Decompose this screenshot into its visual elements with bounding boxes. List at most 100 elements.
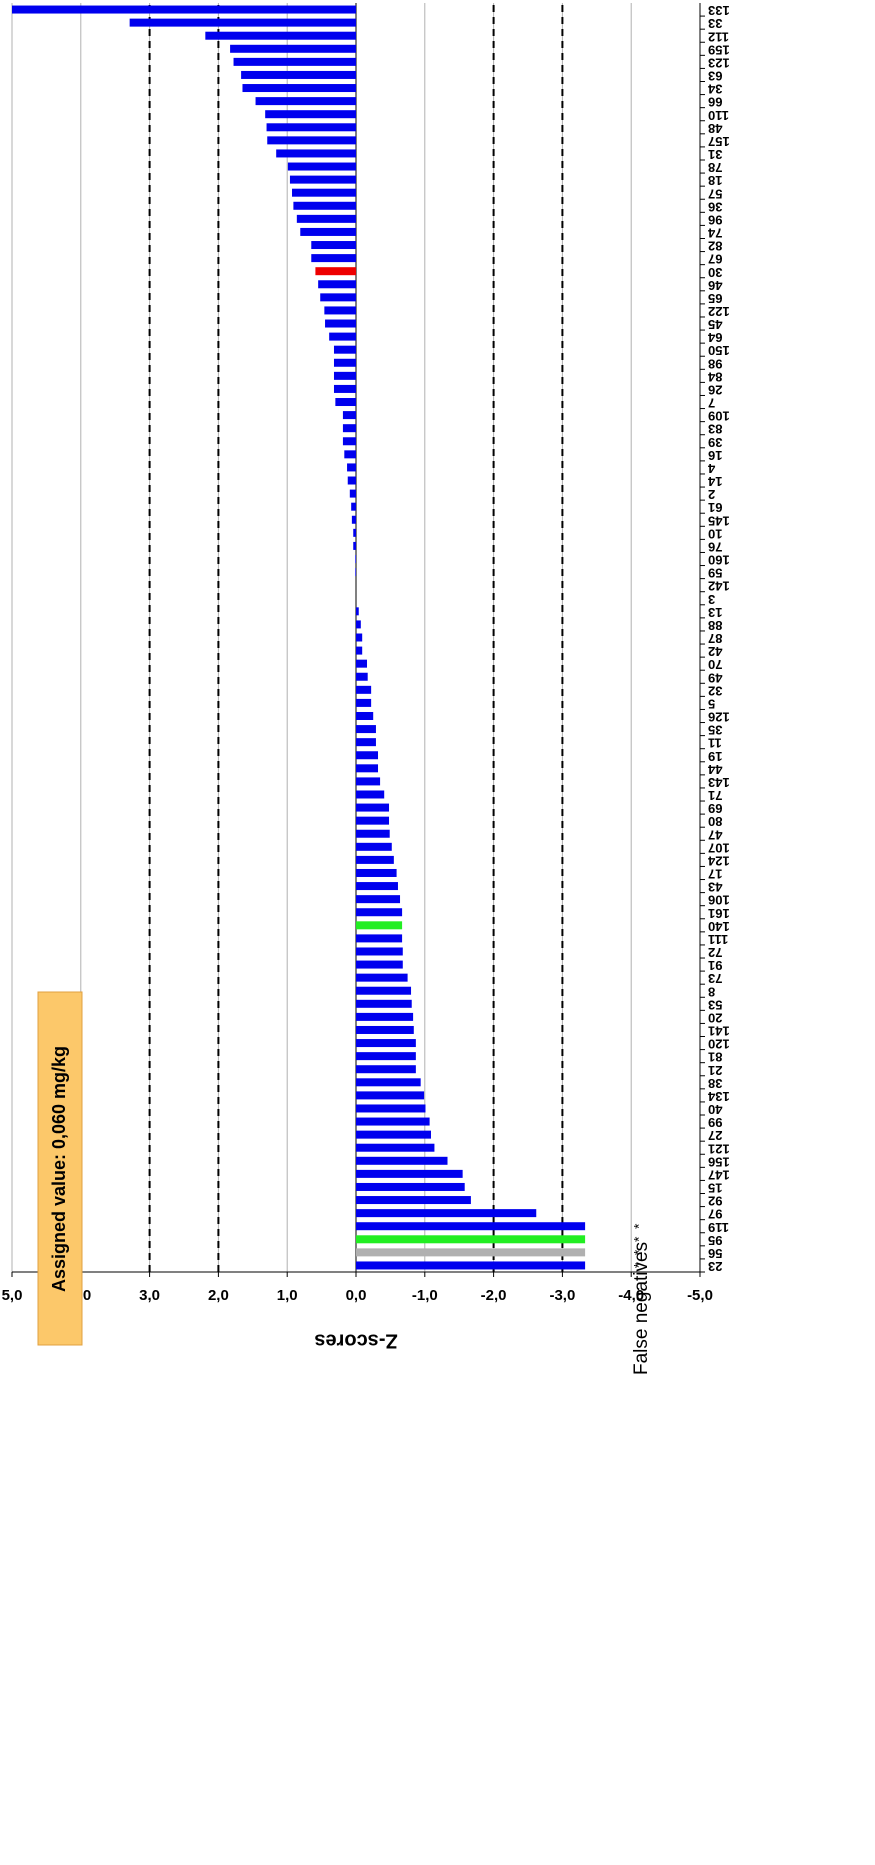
bar <box>356 633 363 642</box>
x-tick-label: 13 <box>708 605 722 620</box>
bar <box>356 1182 465 1191</box>
bar <box>356 855 394 864</box>
y-tick-label: -1,0 <box>412 1287 438 1304</box>
bar <box>267 136 356 145</box>
x-tick-label: 38 <box>708 1076 722 1091</box>
false-negative-marker: * <box>631 1262 647 1268</box>
x-tick-label: 14 <box>707 474 722 489</box>
bar <box>356 934 403 943</box>
x-tick-label: 107 <box>708 840 730 855</box>
bar <box>311 254 356 263</box>
x-tick-label: 73 <box>708 971 722 986</box>
bar <box>356 986 412 995</box>
x-tick-label: 78 <box>708 160 722 175</box>
bar <box>325 319 357 328</box>
x-tick-label: 141 <box>708 1024 730 1039</box>
x-tick-label: 126 <box>708 710 730 725</box>
x-tick-label: 65 <box>708 291 722 306</box>
x-tick-label: 120 <box>708 1037 730 1052</box>
x-tick-label: 42 <box>708 644 722 659</box>
x-tick-label: 46 <box>708 278 722 293</box>
x-tick-label: 88 <box>708 618 722 633</box>
x-tick-label: 96 <box>708 212 722 227</box>
bar <box>356 960 403 969</box>
bar <box>311 241 356 250</box>
bar <box>329 332 356 341</box>
x-tick-label: 64 <box>707 330 722 345</box>
bar <box>342 437 357 446</box>
bar <box>356 1117 430 1126</box>
x-tick-label: 11 <box>708 736 722 751</box>
bar <box>356 947 403 956</box>
x-tick-label: 34 <box>707 82 722 97</box>
x-tick-label: 57 <box>708 186 722 201</box>
bar <box>230 44 356 53</box>
x-tick-label: 7 <box>708 396 715 411</box>
x-tick-label: 10 <box>708 526 722 541</box>
false-negatives-label: False negatives <box>631 1242 652 1375</box>
bar <box>255 97 356 106</box>
bar <box>356 882 398 891</box>
x-tick-label: 122 <box>708 304 730 319</box>
x-tick-label: 95 <box>708 1233 722 1248</box>
x-tick-label: 36 <box>708 199 722 214</box>
x-tick-label: 18 <box>708 173 722 188</box>
bar <box>353 528 356 537</box>
bar <box>356 1078 421 1087</box>
bar <box>356 842 392 851</box>
x-tick-label: 140 <box>708 919 730 934</box>
y-tick-label: -4,0 <box>618 1287 644 1304</box>
x-tick-label: 97 <box>708 1207 722 1222</box>
x-tick-label: 83 <box>708 422 722 437</box>
axis-title: Z-scores <box>314 1330 397 1352</box>
x-tick-label: 53 <box>708 997 722 1012</box>
x-tick-label: 20 <box>708 1010 722 1025</box>
x-tick-label: 19 <box>708 749 722 764</box>
bar <box>356 764 379 773</box>
x-tick-label: 143 <box>708 775 730 790</box>
x-tick-label: 106 <box>708 893 730 908</box>
bar <box>356 908 403 917</box>
bar <box>356 1169 463 1178</box>
x-tick-label: 31 <box>708 147 722 162</box>
x-tick-label: 99 <box>708 1115 722 1130</box>
bar <box>356 1156 448 1165</box>
x-tick-label: 59 <box>708 566 722 581</box>
bar <box>12 5 356 14</box>
x-tick-label: 72 <box>708 945 722 960</box>
bar <box>356 698 372 707</box>
bar <box>356 973 408 982</box>
bar <box>355 568 357 577</box>
x-tick-label: 111 <box>708 932 728 947</box>
x-tick-label: 161 <box>708 906 730 921</box>
bar <box>356 1235 586 1244</box>
bar <box>129 18 356 27</box>
x-tick-label: 70 <box>708 657 722 672</box>
x-tick-label: 47 <box>708 827 722 842</box>
y-tick-label: 5,0 <box>2 1287 23 1304</box>
false-negative-marker: * <box>631 1223 647 1229</box>
bar <box>356 1025 414 1034</box>
bar <box>320 293 356 302</box>
x-tick-label: 160 <box>708 553 730 568</box>
bar <box>356 1065 416 1074</box>
y-tick-label: -3,0 <box>549 1287 575 1304</box>
false-negative-marker: * <box>631 1236 647 1242</box>
bar <box>356 1130 431 1139</box>
bar <box>356 1222 586 1231</box>
x-tick-label: 150 <box>708 343 730 358</box>
x-tick-label: 39 <box>708 435 722 450</box>
bar <box>356 1196 471 1205</box>
bar <box>356 725 376 734</box>
x-tick-label: 109 <box>708 409 730 424</box>
x-tick-label: 92 <box>708 1194 722 1209</box>
annotation: Assigned value: 0,060 mg/kg <box>49 1046 69 1292</box>
x-tick-label: 3 <box>708 592 715 607</box>
x-tick-label: 112 <box>708 29 729 44</box>
bar <box>356 790 385 799</box>
y-tick-label: 2,0 <box>208 1287 229 1304</box>
x-tick-label: 26 <box>708 382 722 397</box>
x-tick-label: 147 <box>708 1167 730 1182</box>
